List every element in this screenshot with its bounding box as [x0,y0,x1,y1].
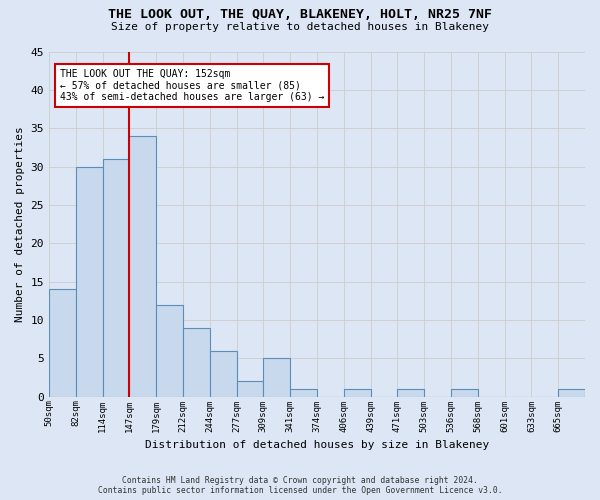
Text: Contains HM Land Registry data © Crown copyright and database right 2024.
Contai: Contains HM Land Registry data © Crown c… [98,476,502,495]
Bar [103,159,130,396]
Bar [130,136,156,396]
Bar [397,389,424,396]
Bar [558,389,585,396]
Bar [156,304,183,396]
Bar [451,389,478,396]
Bar [49,290,76,397]
Bar [183,328,210,396]
X-axis label: Distribution of detached houses by size in Blakeney: Distribution of detached houses by size … [145,440,489,450]
Text: THE LOOK OUT, THE QUAY, BLAKENEY, HOLT, NR25 7NF: THE LOOK OUT, THE QUAY, BLAKENEY, HOLT, … [108,8,492,20]
Text: THE LOOK OUT THE QUAY: 152sqm
← 57% of detached houses are smaller (85)
43% of s: THE LOOK OUT THE QUAY: 152sqm ← 57% of d… [59,69,324,102]
Bar [344,389,371,396]
Bar [263,358,290,397]
Text: Size of property relative to detached houses in Blakeney: Size of property relative to detached ho… [111,22,489,32]
Y-axis label: Number of detached properties: Number of detached properties [15,126,25,322]
Bar [290,389,317,396]
Bar [210,350,236,397]
Bar [236,382,263,396]
Bar [76,166,103,396]
